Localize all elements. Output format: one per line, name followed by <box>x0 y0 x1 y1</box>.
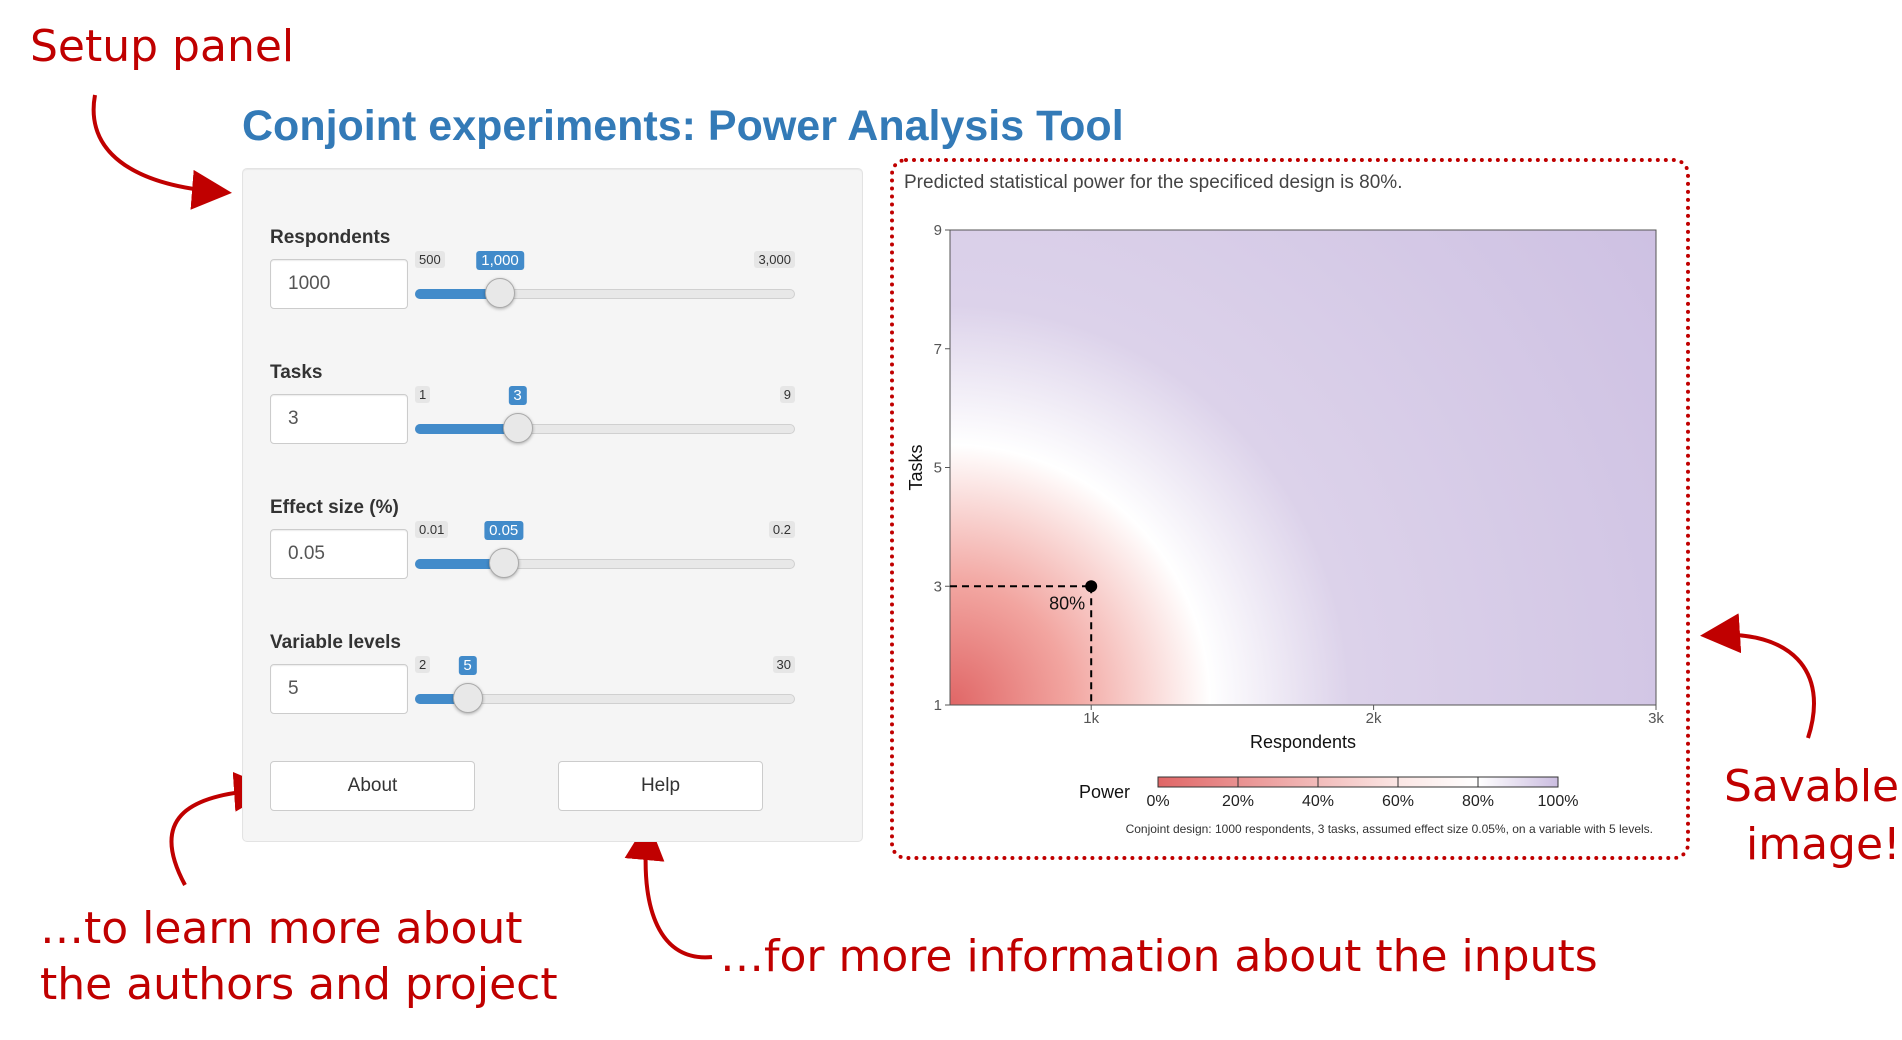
slider-min-label: 2 <box>415 656 431 673</box>
y-tick-label: 3 <box>934 578 942 595</box>
legend-tick-label: 60% <box>1382 793 1414 810</box>
annotation-help-note: …for more information about the inputs <box>720 931 1598 982</box>
respondents-label: Respondents <box>270 227 391 248</box>
annotation-about-line2: the authors and project <box>40 959 558 1010</box>
respondents-slider[interactable]: 500 3,000 1,000 <box>415 251 795 311</box>
plot-footnote: Conjoint design: 1000 respondents, 3 tas… <box>1126 822 1653 836</box>
highlight-point-label: 80% <box>1049 593 1085 613</box>
arrow-setup-panel <box>91 94 232 210</box>
slider-fill <box>415 559 504 569</box>
power-legend: Power 0% 20% 40% 60% 80% 100% <box>1079 776 1579 810</box>
x-tick-label: 3k <box>1648 710 1664 727</box>
legend-tick-label: 100% <box>1538 793 1579 810</box>
app-title: Conjoint experiments: Power Analysis Too… <box>242 102 1124 150</box>
x-tick-label: 2k <box>1366 710 1382 727</box>
tasks-input[interactable] <box>270 394 408 444</box>
legend-tick-label: 20% <box>1222 793 1254 810</box>
slider-handle[interactable] <box>452 683 483 713</box>
slider-min-label: 500 <box>415 251 445 268</box>
setup-panel: Respondents 500 3,000 1,000 Tasks 1 9 3 … <box>242 168 863 842</box>
arrow-help <box>624 820 713 960</box>
slider-handle[interactable] <box>502 413 533 443</box>
y-tick-label: 7 <box>934 341 942 358</box>
legend-tick-label: 80% <box>1462 793 1494 810</box>
y-tick-label: 1 <box>934 697 942 714</box>
arrow-savable <box>1700 613 1816 739</box>
slider-fill <box>415 694 468 704</box>
slider-value-label: 5 <box>458 656 477 675</box>
slider-max-label: 30 <box>772 656 795 673</box>
legend-tick-label: 40% <box>1302 793 1334 810</box>
savable-image-frame <box>890 158 1690 860</box>
annotation-setup-panel: Setup panel <box>30 21 295 72</box>
about-button[interactable]: About <box>270 761 475 811</box>
legend-title: Power <box>1079 782 1130 802</box>
variable-levels-input[interactable] <box>270 664 408 714</box>
effect-size-label: Effect size (%) <box>270 497 399 518</box>
legend-colorbar <box>1157 776 1559 788</box>
heatmap-plot-area: 1k 2k 3k 1 3 5 7 9 Respondents Tasks 80% <box>906 222 1664 752</box>
tasks-label: Tasks <box>270 362 323 383</box>
tasks-slider[interactable]: 1 9 3 <box>415 386 795 446</box>
x-tick-label: 1k <box>1083 710 1099 727</box>
slider-max-label: 9 <box>779 386 795 403</box>
slider-handle[interactable] <box>485 278 515 308</box>
heatmap-fill <box>950 230 1656 705</box>
power-caption: Predicted statistical power for the spec… <box>904 172 1403 193</box>
effect-size-slider[interactable]: 0.01 0.2 0.05 <box>415 521 795 581</box>
effect-size-input[interactable] <box>270 529 408 579</box>
annotation-savable-line2: image! <box>1746 819 1901 870</box>
slider-fill <box>415 424 518 434</box>
slider-max-label: 3,000 <box>754 251 795 268</box>
x-axis-label: Respondents <box>1250 732 1356 752</box>
respondents-input[interactable] <box>270 259 408 309</box>
slider-max-label: 0.2 <box>768 521 795 538</box>
variable-levels-slider[interactable]: 2 30 5 <box>415 656 795 716</box>
arrow-about <box>169 771 274 886</box>
legend-tick-label: 0% <box>1146 793 1169 810</box>
power-heatmap-chart: 1k 2k 3k 1 3 5 7 9 Respondents Tasks 80% Power 0% 20… <box>906 222 1664 836</box>
slider-min-label: 0.01 <box>415 521 449 538</box>
variable-levels-label: Variable levels <box>270 632 401 653</box>
highlight-point <box>1085 580 1098 593</box>
slider-value-label: 0.05 <box>484 521 524 540</box>
slider-handle[interactable] <box>488 548 519 578</box>
annotation-about-line1: …to learn more about <box>40 903 523 954</box>
annotation-savable-line1: Savable <box>1724 761 1900 812</box>
y-tick-label: 5 <box>934 460 942 477</box>
y-tick-label: 9 <box>934 222 942 239</box>
slider-min-label: 1 <box>415 386 431 403</box>
y-axis-label: Tasks <box>906 444 926 490</box>
slider-value-label: 3 <box>508 386 527 405</box>
slider-value-label: 1,000 <box>476 251 524 270</box>
help-button[interactable]: Help <box>558 761 763 811</box>
slider-fill <box>415 289 500 299</box>
